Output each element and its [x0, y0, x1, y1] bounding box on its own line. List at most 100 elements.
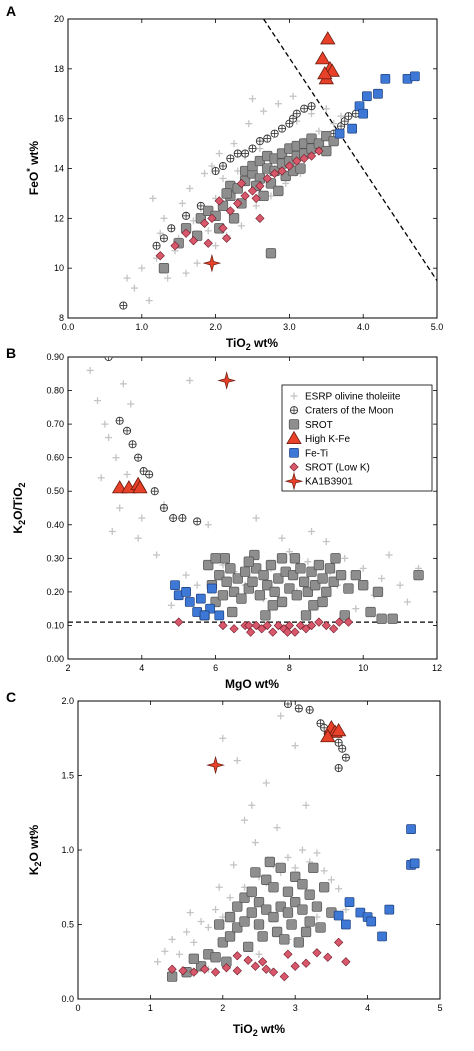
panel-b-srot-point [227, 606, 238, 618]
panel-b-esrp-point [285, 548, 293, 556]
panel-a-srot-point [265, 248, 277, 259]
panel-a-esrp-point [245, 120, 253, 128]
panel-c-srot-point [290, 871, 301, 882]
panel-a-srot_low_k-point [255, 181, 265, 191]
legend-label-esrp: ESRP olivine tholeiite [305, 392, 401, 403]
panel-b-esrp-point [308, 527, 316, 535]
panel-b-srot_low_k-point [301, 624, 311, 634]
panel-b-craters-point [145, 470, 154, 479]
panel-b-esrp-point [108, 527, 116, 535]
panel-c-esrp-point [277, 712, 285, 720]
panel-b-srot-point [228, 586, 240, 598]
panel-b-srot_low_k-point [218, 620, 228, 631]
panel-b-esrp-point [101, 420, 109, 428]
panel-b-ka1b3901-point [217, 371, 237, 390]
panel-c-srot-point [246, 886, 257, 897]
legend-marker-high_kfe [286, 430, 302, 444]
panel-a-srot_low_k-point [207, 213, 217, 223]
panel-a-srot_low_k-point [203, 238, 213, 248]
panel-c-srot_low_k-point [301, 958, 311, 968]
panel-b: B 2 4 6 8 10 12 0.00 0.10 0.20 0.30 0.40 0.50 0.60 0.… [6, 345, 442, 691]
panel-c-srot-point [261, 874, 272, 885]
panel-c-xtick-label: 3 [293, 1003, 298, 1013]
panel-c-srot-point [250, 867, 261, 878]
panel-c-srot-point [308, 862, 319, 874]
panel-b-srot-point [291, 590, 302, 601]
panel-c-srot_low_k-point [243, 955, 253, 965]
panel-b-srot-point [372, 586, 384, 598]
panel-a-ytick-label: 8 [59, 313, 64, 323]
panel-c-srot-point [293, 937, 304, 948]
panel-a-esrp-point [249, 95, 256, 103]
panel-c-srot-point [242, 941, 254, 952]
panel-a-srot_low_k-point [214, 196, 224, 206]
panel-b-srot-point [239, 566, 251, 577]
panel-a-esrp-point [260, 107, 268, 115]
panel-a-esrp-point [219, 174, 227, 182]
panel-a-esrp-point [230, 140, 238, 148]
panel-b-craters-point [178, 514, 187, 523]
legend-marker-esrp [290, 392, 298, 400]
panel-a-craters-point [218, 161, 228, 171]
panel-c-esrp-point [183, 928, 191, 936]
panel-b-srot-point [295, 563, 306, 574]
panel-b-craters-point [115, 416, 124, 425]
panel-b-ytick-label: 0.60 [46, 453, 64, 463]
panel-b-srot-point [376, 613, 387, 624]
panel-c-feti-point [333, 910, 344, 921]
panel-a-craters-point [255, 137, 264, 146]
panel-c-craters-point [334, 738, 343, 747]
legend-marker-feti [289, 447, 299, 458]
panel-a-srot-point [328, 135, 339, 147]
panel-b-ytick-label: 0.90 [46, 352, 64, 362]
legend-marker-ka1b3901 [284, 471, 304, 491]
panel-b-srot-point [203, 559, 214, 571]
panel-c-srot_low_k-point [261, 964, 271, 974]
panel-a-esrp-point [237, 222, 245, 230]
panel-a-ylabel: FeO* wt% [25, 141, 41, 196]
panel-c-srot_low_k-point [257, 957, 268, 967]
panel-c-srot-point [304, 916, 315, 927]
panel-c-srot-point [232, 901, 243, 912]
panel-b-esrp-point [278, 534, 286, 542]
panel-b-srot-point [330, 553, 341, 564]
panel-b-craters-point [169, 514, 178, 523]
panel-a-srot-point [228, 213, 240, 224]
panel-a-craters-point [182, 211, 191, 220]
panel-c-srot-point [253, 896, 265, 908]
panel-b-esrp-point [385, 551, 393, 559]
panel-b-esrp-point [186, 376, 194, 384]
panel-a-srot-point [295, 163, 306, 174]
panel-b-ytick-label: 0.10 [46, 620, 64, 630]
panel-b-craters-point [128, 440, 137, 449]
panel-a-esrp-point [215, 150, 223, 158]
panel-a-ytick-label: 20 [54, 14, 64, 24]
panel-a-xtick-label: 3.0 [283, 322, 296, 332]
panel-a-srot_low_k-point [270, 168, 280, 179]
panel-a-craters-point [211, 166, 220, 176]
panel-b-srot-point [343, 583, 354, 594]
panel-c-srot-point [286, 919, 297, 930]
panel-b-xtick-label: 4 [139, 663, 144, 673]
panel-b-srot_low_k-point [174, 617, 184, 627]
panel-c-srot-point [214, 919, 225, 930]
panel-b-esrp-point [123, 470, 131, 478]
panel-b-srot_low_k-point [314, 617, 324, 627]
panel-b-srot-point [214, 569, 225, 581]
panel-a-craters-point [226, 154, 235, 163]
panel-a-esrp-point [337, 112, 345, 120]
panel-b-esrp-point [193, 581, 201, 589]
panel-a-srot_low_k-point [277, 166, 287, 176]
panel-b-esrp-point [127, 400, 135, 408]
panel-a-craters-point [248, 144, 257, 153]
panel-a-plot: 0.0 1.0 2.0 3.0 4.0 5.0 8 10 12 14 16 18 20 [54, 14, 443, 332]
panel-a-ytick-label: 14 [54, 164, 64, 174]
panel-c-esrp-point [197, 918, 205, 926]
panel-c-plot: 0 1 2 3 4 5 0.0 0.5 1.0 1.5 2.0 [61, 696, 442, 1013]
panel-b-srot-point [217, 590, 229, 601]
panel-a-high_kfe-point [317, 66, 333, 80]
panel-b-srot-point [313, 559, 325, 571]
panel-b-ylabel: K2O/TiO2 [11, 482, 27, 533]
panel-b-ytick-label: 0.70 [46, 419, 64, 429]
panel-a-srot-point [158, 263, 170, 274]
